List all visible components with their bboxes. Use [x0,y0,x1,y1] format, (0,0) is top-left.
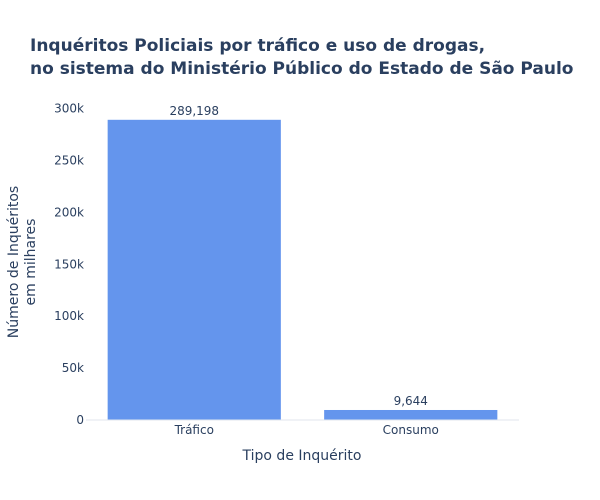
bar-trafico [107,119,281,420]
y-tick-label: 250k [54,153,84,167]
y-axis-title-line-2: em milhares [23,219,39,306]
bar-value-label: 9,644 [394,394,428,408]
chart-title: Inquéritos Policiais por tráfico e uso d… [30,36,574,79]
y-axis-ticks: 0 50k 100k 150k 200k 250k 300k [54,102,84,427]
y-axis-title: Número de Inquéritos em milhares [6,186,39,338]
chart-title-line-2: no sistema do Ministério Público do Esta… [30,59,574,79]
bar-value-label: 289,198 [169,104,219,118]
y-tick-label: 300k [54,102,84,116]
x-tick-label: Consumo [383,423,439,437]
y-tick-label: 0 [76,413,84,427]
y-axis-title-line-1: Número de Inquéritos [6,186,22,338]
chart-title-line-1: Inquéritos Policiais por tráfico e uso d… [30,36,485,56]
y-tick-label: 200k [54,205,84,219]
bars: 289,198 9,644 [107,104,498,420]
bar-consumo [324,409,498,420]
x-axis-title: Tipo de Inquérito [242,448,362,464]
y-tick-label: 100k [54,309,84,323]
x-tick-label: Tráfico [174,423,214,437]
y-tick-label: 50k [62,361,84,375]
x-axis-ticks: Tráfico Consumo [174,423,439,437]
y-tick-label: 150k [54,257,84,271]
